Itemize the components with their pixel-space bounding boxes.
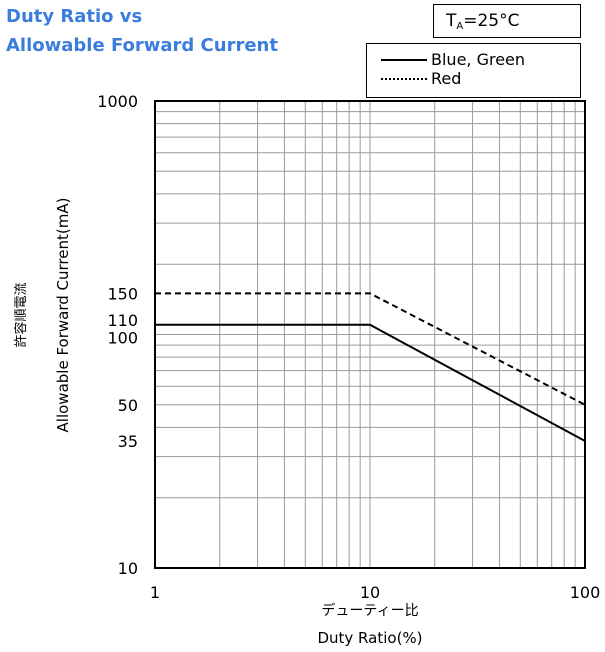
y-tick-label: 35 — [118, 432, 138, 451]
condition-rest: =25°C — [463, 11, 520, 31]
legend-item-red: Red — [381, 69, 461, 88]
chart-title-line1: Duty Ratio vs — [6, 6, 143, 27]
x-axis-label-jp: デューティー比 — [321, 602, 418, 619]
y-axis-label: Allowable Forward Current(mA) — [54, 198, 72, 433]
legend-solid-line — [381, 58, 427, 61]
series-line-red — [155, 292, 586, 406]
y-axis-label-jp: 許容順電流 — [13, 282, 29, 347]
chart-title-line2: Allowable Forward Current — [6, 35, 278, 56]
y-tick-label: 150 — [107, 284, 138, 303]
x-tick-label: 10 — [360, 583, 380, 602]
legend-dotted-line — [381, 77, 427, 80]
x-axis-label: Duty Ratio(%) — [317, 629, 422, 647]
legend: Blue, Green Red — [366, 43, 581, 98]
y-tick-label: 10 — [118, 559, 138, 578]
y-tick-label: 50 — [118, 396, 138, 415]
y-tick-label: 100 — [107, 329, 138, 348]
legend-label: Blue, Green — [431, 50, 526, 69]
condition-main: T — [446, 11, 457, 31]
x-tick-label: 1 — [150, 583, 160, 602]
condition-sub: A — [456, 20, 464, 32]
legend-item-blue-green: Blue, Green — [381, 50, 525, 69]
x-tick-label: 100 — [570, 583, 601, 602]
legend-label: Red — [431, 69, 462, 88]
plot-frame — [154, 100, 586, 569]
y-tick-label: 110 — [107, 311, 138, 330]
condition-box: T A =25°C — [433, 4, 581, 38]
series-line-blue-green — [155, 323, 586, 442]
y-tick-label: 1000 — [97, 92, 138, 111]
